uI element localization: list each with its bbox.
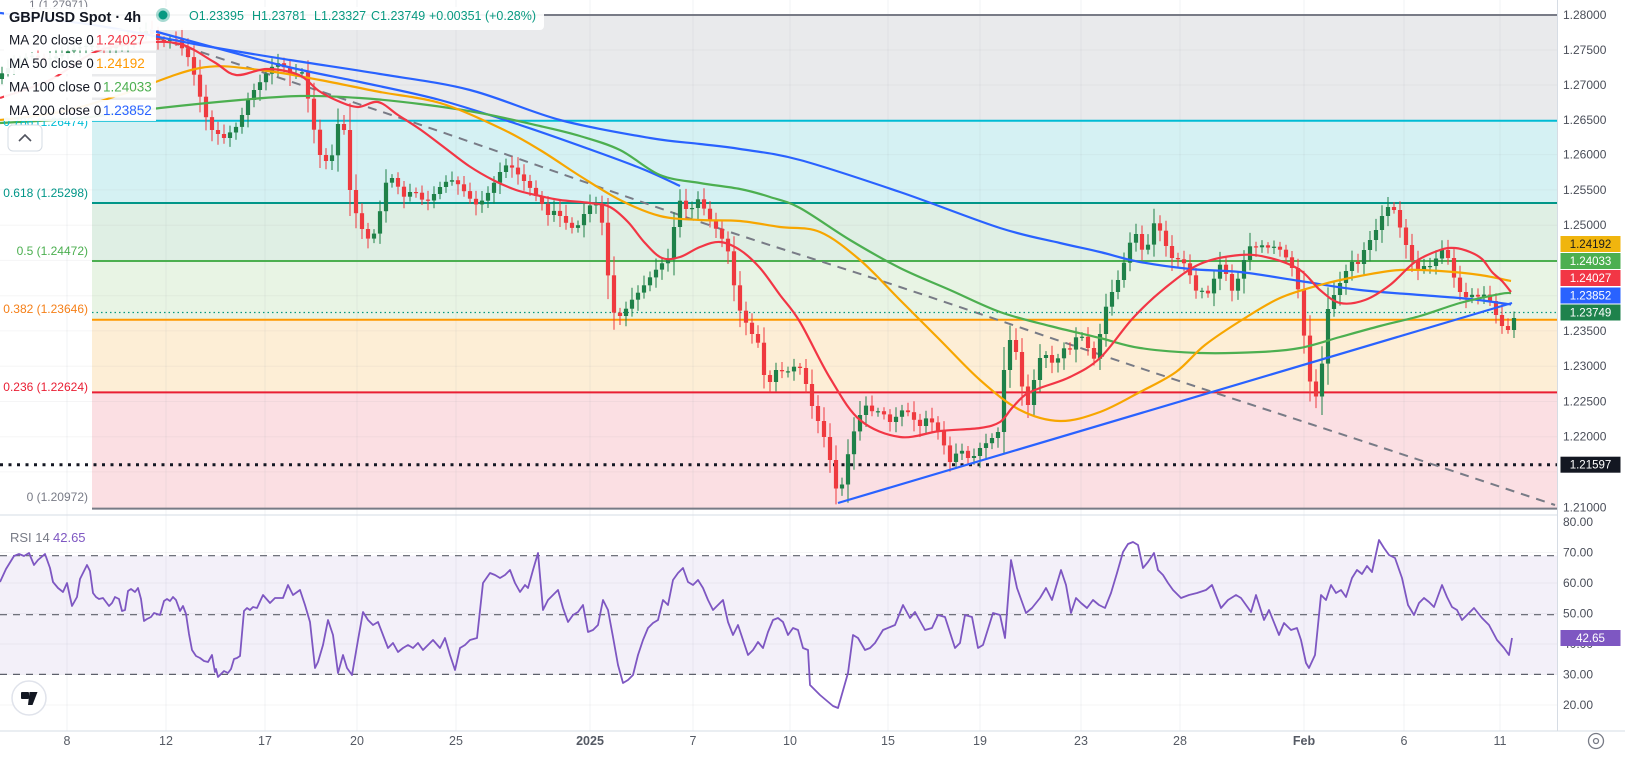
svg-text:Feb: Feb (1293, 734, 1316, 748)
svg-text:0.236 (1.22624): 0.236 (1.22624) (3, 380, 88, 394)
svg-text:1.24033: 1.24033 (1570, 256, 1612, 268)
svg-text:1.23500: 1.23500 (1563, 324, 1607, 338)
svg-text:1.23852: 1.23852 (103, 103, 152, 118)
svg-text:+0.00351 (+0.28%): +0.00351 (+0.28%) (429, 9, 536, 23)
svg-text:1.24192: 1.24192 (96, 56, 145, 71)
svg-text:1.22000: 1.22000 (1563, 430, 1607, 444)
svg-text:GBP/USD Spot · 4h: GBP/USD Spot · 4h (9, 10, 141, 26)
svg-text:1.24027: 1.24027 (96, 33, 145, 48)
svg-text:42.65: 42.65 (1576, 633, 1605, 645)
svg-text:70.00: 70.00 (1563, 546, 1593, 560)
svg-text:1.25500: 1.25500 (1563, 183, 1607, 197)
svg-text:1.21000: 1.21000 (1563, 500, 1607, 514)
svg-text:17: 17 (258, 734, 272, 748)
svg-text:O1.23395: O1.23395 (189, 9, 244, 23)
svg-text:20.00: 20.00 (1563, 698, 1593, 712)
svg-text:1.25000: 1.25000 (1563, 218, 1607, 232)
svg-text:1.27000: 1.27000 (1563, 78, 1607, 92)
svg-text:50.00: 50.00 (1563, 607, 1593, 621)
svg-text:H1.23781: H1.23781 (252, 9, 306, 23)
svg-text:8: 8 (64, 734, 71, 748)
svg-text:1.27500: 1.27500 (1563, 43, 1607, 57)
svg-text:30.00: 30.00 (1563, 668, 1593, 682)
svg-text:2025: 2025 (576, 734, 604, 748)
svg-text:MA 50 close 0: MA 50 close 0 (9, 56, 94, 71)
svg-text:60.00: 60.00 (1563, 576, 1593, 590)
svg-text:1.24027: 1.24027 (1570, 273, 1612, 285)
svg-text:12: 12 (159, 734, 173, 748)
svg-text:28: 28 (1173, 734, 1187, 748)
svg-text:MA 20 close 0: MA 20 close 0 (9, 33, 94, 48)
svg-text:MA 100 close 0: MA 100 close 0 (9, 80, 101, 95)
svg-text:0.382 (1.23646): 0.382 (1.23646) (3, 302, 88, 316)
svg-text:1.22500: 1.22500 (1563, 395, 1607, 409)
svg-text:MA 200 close 0: MA 200 close 0 (9, 103, 101, 118)
svg-text:10: 10 (783, 734, 797, 748)
svg-text:1.24033: 1.24033 (103, 80, 152, 95)
svg-text:1.21597: 1.21597 (1570, 460, 1612, 472)
svg-text:0 (1.20972): 0 (1.20972) (27, 490, 88, 504)
svg-text:19: 19 (973, 734, 987, 748)
svg-text:L1.23327: L1.23327 (314, 9, 366, 23)
svg-text:0.618 (1.25298): 0.618 (1.25298) (3, 186, 88, 200)
svg-text:0.5 (1.24472): 0.5 (1.24472) (17, 244, 88, 258)
svg-text:1.26500: 1.26500 (1563, 113, 1607, 127)
svg-text:1.23852: 1.23852 (1570, 291, 1612, 303)
svg-text:6: 6 (1401, 734, 1408, 748)
svg-text:15: 15 (881, 734, 895, 748)
svg-text:42.65: 42.65 (53, 530, 86, 545)
svg-text:C1.23749: C1.23749 (371, 9, 425, 23)
svg-text:RSI 14: RSI 14 (10, 530, 50, 545)
svg-text:23: 23 (1074, 734, 1088, 748)
svg-text:1.23000: 1.23000 (1563, 359, 1607, 373)
svg-text:1.23749: 1.23749 (1570, 308, 1612, 320)
svg-text:25: 25 (449, 734, 463, 748)
svg-text:11: 11 (1494, 734, 1507, 748)
svg-text:1.24192: 1.24192 (1570, 239, 1612, 251)
svg-text:80.00: 80.00 (1563, 515, 1593, 529)
svg-text:20: 20 (350, 734, 364, 748)
svg-text:7: 7 (690, 734, 697, 748)
svg-text:1.28000: 1.28000 (1563, 8, 1607, 22)
svg-text:1.26000: 1.26000 (1563, 148, 1607, 162)
